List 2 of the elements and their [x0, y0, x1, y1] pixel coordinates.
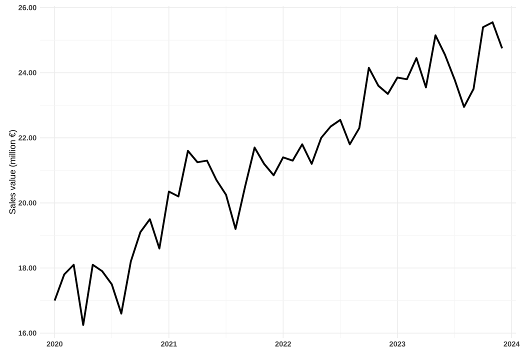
line-series: [54, 21, 504, 326]
y-axis-title: Sales value (million €): [9, 130, 18, 214]
